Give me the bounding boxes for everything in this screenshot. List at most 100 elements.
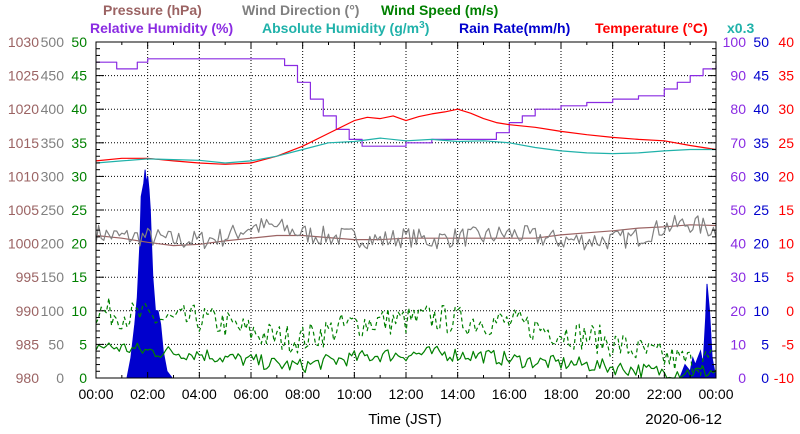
temperature-tick-label: 15	[778, 202, 794, 218]
axis-tick-labels: 1030102510201015101010051000995990985980…	[8, 34, 794, 402]
wind-speed-tick-label: 20	[71, 236, 87, 252]
x-tick-label: 08:00	[285, 386, 320, 402]
x-tick-label: 18:00	[543, 386, 578, 402]
x-tick-label: 10:00	[337, 386, 372, 402]
temperature-tick-label: 5	[786, 269, 794, 285]
humidity-tick-label: 20	[730, 303, 746, 319]
temperature-tick-label: 40	[778, 34, 794, 50]
series-wind-speed-m-s-dashed	[95, 297, 717, 376]
x-tick-label: 00:00	[78, 386, 113, 402]
wind-direction-tick-label: 350	[41, 135, 65, 151]
wind-speed-tick-label: 10	[71, 303, 87, 319]
wind-speed-tick-label: 25	[71, 202, 87, 218]
temperature-tick-label: 10	[778, 236, 794, 252]
humidity-tick-label: 10	[730, 336, 746, 352]
rain-rate-tick-label: 10	[753, 303, 769, 319]
legend-entry: Wind Speed (m/s)	[381, 2, 498, 18]
legend-entry: x0.3	[727, 20, 754, 36]
legend-superscript: 3	[419, 20, 425, 31]
date-label: 2020-06-12	[645, 411, 722, 428]
pressure-tick-label: 1015	[8, 135, 39, 151]
series-layer	[95, 58, 717, 379]
rain-rate-tick-label: 5	[761, 336, 769, 352]
wind-speed-tick-label: 45	[71, 68, 87, 84]
legend-entry: Absolute Humidity (g/m3)	[262, 20, 429, 37]
series-wind-direction	[95, 214, 717, 251]
series-wind-speed-m-s-solid	[95, 342, 717, 379]
temperature-tick-label: 25	[778, 135, 794, 151]
legend-entry: Rain Rate(mm/h)	[459, 20, 570, 36]
x-tick-label: 14:00	[440, 386, 475, 402]
rain-rate-tick-label: 25	[753, 202, 769, 218]
humidity-tick-label: 50	[730, 202, 746, 218]
rain-rate-tick-label: 0	[761, 370, 769, 386]
wind-speed-tick-label: 5	[79, 336, 87, 352]
humidity-tick-label: 90	[730, 68, 746, 84]
pressure-tick-label: 1025	[8, 68, 39, 84]
rain-rate-tick-label: 45	[753, 68, 769, 84]
wind-direction-tick-label: 500	[41, 34, 65, 50]
legend-entry: Wind Direction (°)	[242, 2, 359, 18]
wind-speed-tick-label: 40	[71, 101, 87, 117]
rain-rate-tick-label: 30	[753, 168, 769, 184]
x-tick-label: 20:00	[595, 386, 630, 402]
legend-entry: Relative Humidity (%)	[90, 20, 233, 36]
humidity-tick-label: 70	[730, 135, 746, 151]
wind-direction-tick-label: 150	[41, 269, 65, 285]
pressure-tick-label: 990	[16, 303, 40, 319]
temperature-tick-label: 35	[778, 68, 794, 84]
series-temperature-c	[95, 108, 717, 165]
x-tick-label: 16:00	[492, 386, 527, 402]
pressure-tick-label: 980	[16, 370, 40, 386]
temperature-tick-label: 20	[778, 168, 794, 184]
x-tick-label: 12:00	[388, 386, 423, 402]
rain-rate-tick-label: 15	[753, 269, 769, 285]
pressure-tick-label: 1020	[8, 101, 39, 117]
legend-row-1: Pressure (hPa) Wind Direction (°) Wind Spe…	[103, 2, 498, 18]
x-tick-label: 22:00	[647, 386, 682, 402]
x-tick-label: 04:00	[182, 386, 217, 402]
humidity-tick-label: 40	[730, 236, 746, 252]
x-tick-label: 06:00	[233, 386, 268, 402]
wind-direction-tick-label: 300	[41, 168, 65, 184]
wind-speed-tick-label: 15	[71, 269, 87, 285]
pressure-tick-label: 1010	[8, 168, 39, 184]
temperature-tick-label: 0	[786, 303, 794, 319]
wind-direction-tick-label: 250	[41, 202, 65, 218]
legend-tail: )	[425, 20, 430, 36]
wind-speed-tick-label: 50	[71, 34, 87, 50]
series-relative-humidity	[96, 58, 717, 147]
temperature-tick-label: -10	[774, 370, 794, 386]
wind-direction-tick-label: 450	[41, 68, 65, 84]
legend-entry: Pressure (hPa)	[103, 2, 202, 18]
series-rain-rate	[96, 169, 717, 379]
series-pressure-hpa	[95, 224, 717, 247]
wind-direction-tick-label: 50	[48, 336, 64, 352]
humidity-tick-label: 0	[738, 370, 746, 386]
series-absolute-humidity-g-m3	[95, 137, 716, 164]
rain-rate-tick-label: 40	[753, 101, 769, 117]
wind-direction-tick-label: 0	[56, 370, 64, 386]
temperature-tick-label: -5	[782, 336, 795, 352]
x-tick-label: 02:00	[130, 386, 165, 402]
humidity-tick-label: 60	[730, 168, 746, 184]
legend-entry: Temperature (°C)	[595, 20, 708, 36]
humidity-tick-label: 100	[723, 34, 747, 50]
wind-direction-tick-label: 400	[41, 101, 65, 117]
grid-lines	[96, 42, 716, 378]
wind-direction-tick-label: 100	[41, 303, 65, 319]
x-axis-label: Time (JST)	[368, 411, 442, 428]
wind-speed-tick-label: 30	[71, 168, 87, 184]
wind-speed-tick-label: 0	[79, 370, 87, 386]
pressure-tick-label: 985	[16, 336, 40, 352]
temperature-tick-label: 30	[778, 101, 794, 117]
humidity-tick-label: 80	[730, 101, 746, 117]
pressure-tick-label: 995	[16, 269, 40, 285]
pressure-tick-label: 1000	[8, 236, 39, 252]
tick-marks	[95, 41, 717, 379]
humidity-tick-label: 30	[730, 269, 746, 285]
wind-direction-tick-label: 200	[41, 236, 65, 252]
pressure-tick-label: 1005	[8, 202, 39, 218]
rain-rate-tick-label: 50	[753, 34, 769, 50]
